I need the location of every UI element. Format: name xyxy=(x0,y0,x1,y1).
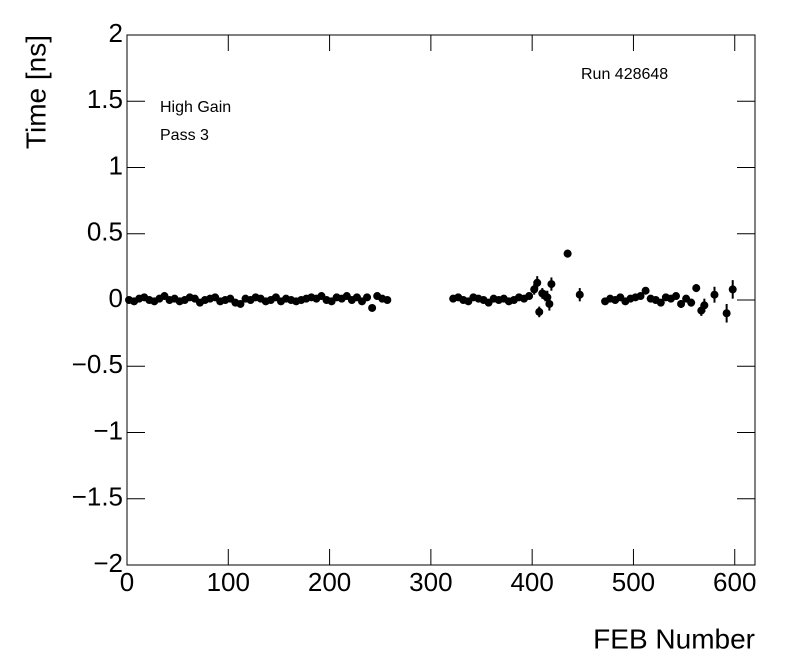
point xyxy=(641,286,650,295)
point xyxy=(656,298,665,307)
y-tick-label: 0.5 xyxy=(87,217,123,247)
point xyxy=(710,290,719,299)
point xyxy=(530,285,539,294)
point xyxy=(383,296,392,304)
point xyxy=(728,285,737,294)
point xyxy=(700,301,709,310)
point xyxy=(533,278,542,287)
x-tick-label: 500 xyxy=(612,567,655,597)
y-tick-label: 1 xyxy=(109,150,123,180)
point xyxy=(575,290,584,299)
y-tick-label: −2 xyxy=(93,548,123,578)
point xyxy=(563,249,572,258)
x-tick-label: 0 xyxy=(120,567,134,597)
y-tick-label: −0.5 xyxy=(72,349,123,379)
point xyxy=(363,293,372,302)
point xyxy=(545,299,554,308)
y-tick-label: −1 xyxy=(93,415,123,445)
point xyxy=(236,299,245,308)
y-tick-label: 2 xyxy=(109,18,123,48)
y-axis-title: Time [ns] xyxy=(20,35,51,149)
y-tick-label: 0 xyxy=(109,283,123,313)
point xyxy=(368,303,377,312)
point xyxy=(722,309,731,318)
point xyxy=(636,292,645,301)
point xyxy=(677,299,686,308)
point xyxy=(671,292,680,301)
point xyxy=(687,298,696,307)
point xyxy=(525,292,534,301)
annotation: High Gain xyxy=(160,99,231,116)
x-tick-label: 400 xyxy=(510,567,553,597)
annotation: Pass 3 xyxy=(160,127,209,144)
x-tick-label: 100 xyxy=(207,567,250,597)
x-axis-title: FEB Number xyxy=(593,623,755,654)
x-tick-label: 200 xyxy=(308,567,351,597)
x-tick-label: 600 xyxy=(713,567,756,597)
point xyxy=(547,280,556,289)
point xyxy=(535,307,544,316)
y-tick-label: −1.5 xyxy=(72,482,123,512)
x-tick-label: 300 xyxy=(409,567,452,597)
annotation: Run 428648 xyxy=(581,66,668,83)
y-tick-label: 1.5 xyxy=(87,84,123,114)
point xyxy=(692,284,701,293)
